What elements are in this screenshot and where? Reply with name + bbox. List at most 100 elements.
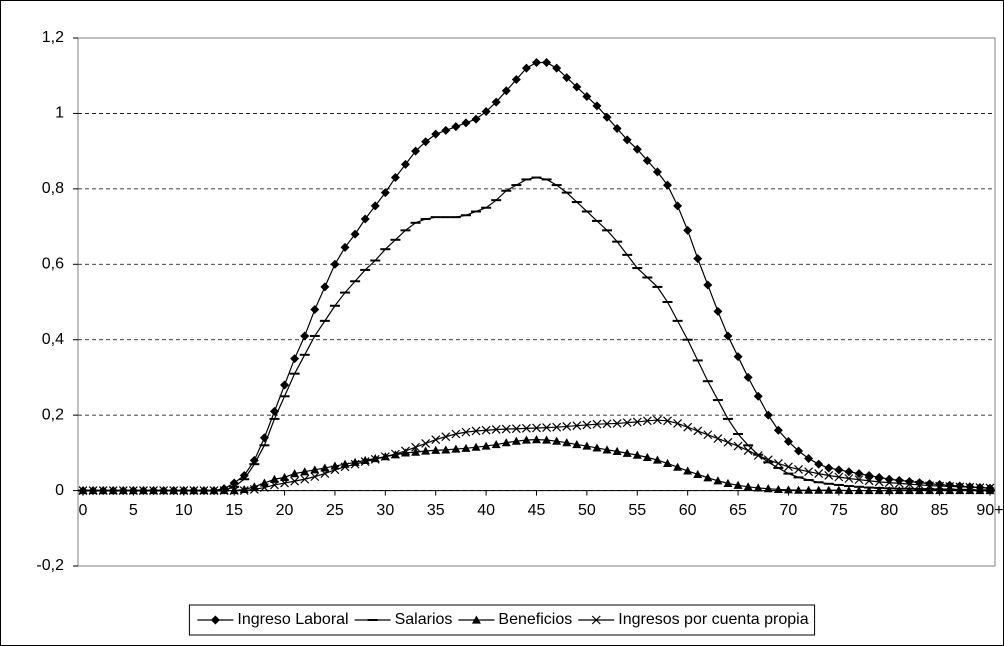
y-tick-label: 0,2 — [42, 406, 64, 423]
marker — [320, 463, 330, 472]
marker — [471, 426, 481, 436]
marker — [713, 306, 723, 316]
marker — [481, 107, 491, 117]
marker — [552, 422, 562, 432]
marker — [390, 449, 400, 459]
marker — [783, 485, 793, 494]
marker — [622, 448, 632, 457]
marker — [300, 467, 310, 476]
marker — [511, 436, 521, 445]
x-tick-label: 55 — [628, 502, 646, 519]
marker — [602, 419, 612, 429]
x-tick-label: 65 — [729, 502, 747, 519]
marker — [421, 446, 431, 455]
marker — [642, 452, 652, 461]
marker — [431, 445, 441, 454]
marker — [985, 486, 995, 495]
marker — [834, 472, 844, 482]
marker — [210, 615, 220, 625]
marker — [733, 480, 743, 489]
marker — [370, 454, 380, 464]
marker — [491, 440, 501, 449]
marker — [763, 484, 773, 493]
y-tick-label: 0,6 — [42, 256, 64, 273]
marker — [219, 486, 229, 495]
marker — [904, 486, 914, 495]
marker — [592, 443, 602, 452]
marker — [844, 467, 854, 477]
marker — [552, 436, 562, 445]
marker — [794, 446, 804, 456]
marker — [229, 486, 239, 495]
marker — [864, 476, 874, 486]
marker — [673, 462, 683, 471]
x-tick-label: 70 — [780, 502, 798, 519]
marker — [88, 486, 98, 495]
marker — [591, 615, 601, 625]
marker — [784, 462, 793, 472]
marker — [471, 114, 481, 124]
marker — [562, 73, 572, 83]
marker — [622, 418, 632, 428]
marker — [975, 486, 985, 495]
marker — [521, 423, 531, 433]
marker — [935, 480, 945, 490]
marker — [189, 486, 199, 495]
marker — [542, 435, 552, 444]
marker — [108, 486, 118, 495]
marker — [904, 479, 914, 489]
marker — [652, 455, 662, 464]
marker — [320, 469, 330, 479]
marker — [824, 471, 834, 480]
marker — [854, 486, 864, 495]
marker — [521, 435, 531, 444]
y-tick-label: 0,4 — [42, 331, 64, 348]
y-tick-label: 0,8 — [42, 180, 64, 197]
marker — [894, 478, 904, 488]
marker — [925, 481, 934, 491]
x-tick-label: 85 — [931, 502, 949, 519]
marker — [723, 478, 733, 488]
marker — [753, 391, 763, 401]
marker — [663, 458, 673, 468]
marker — [310, 305, 320, 315]
marker — [602, 445, 612, 454]
marker — [642, 156, 652, 166]
marker — [501, 438, 511, 447]
marker — [884, 478, 894, 488]
marker — [491, 425, 501, 434]
marker — [612, 419, 622, 428]
marker — [663, 416, 672, 426]
marker — [280, 380, 290, 390]
marker — [663, 180, 673, 190]
marker — [249, 455, 259, 465]
marker — [532, 423, 541, 433]
marker — [532, 58, 541, 68]
marker — [965, 486, 975, 495]
marker — [431, 129, 441, 139]
marker — [380, 452, 390, 462]
marker — [471, 615, 481, 624]
marker — [411, 146, 421, 156]
marker — [280, 472, 290, 481]
marker — [753, 451, 763, 460]
marker — [300, 331, 310, 341]
marker — [249, 485, 259, 494]
marker — [532, 435, 541, 444]
marker — [915, 480, 924, 490]
marker — [310, 465, 320, 474]
marker — [602, 112, 612, 122]
marker — [763, 455, 773, 465]
marker — [461, 443, 471, 452]
y-tick-label: 1 — [55, 105, 64, 122]
marker — [945, 481, 955, 491]
marker — [632, 417, 642, 427]
marker — [501, 86, 511, 96]
marker — [451, 429, 461, 439]
marker — [693, 469, 703, 478]
x-tick-label: 0 — [79, 502, 88, 519]
marker — [703, 280, 713, 290]
marker — [733, 352, 743, 362]
marker — [169, 486, 179, 495]
